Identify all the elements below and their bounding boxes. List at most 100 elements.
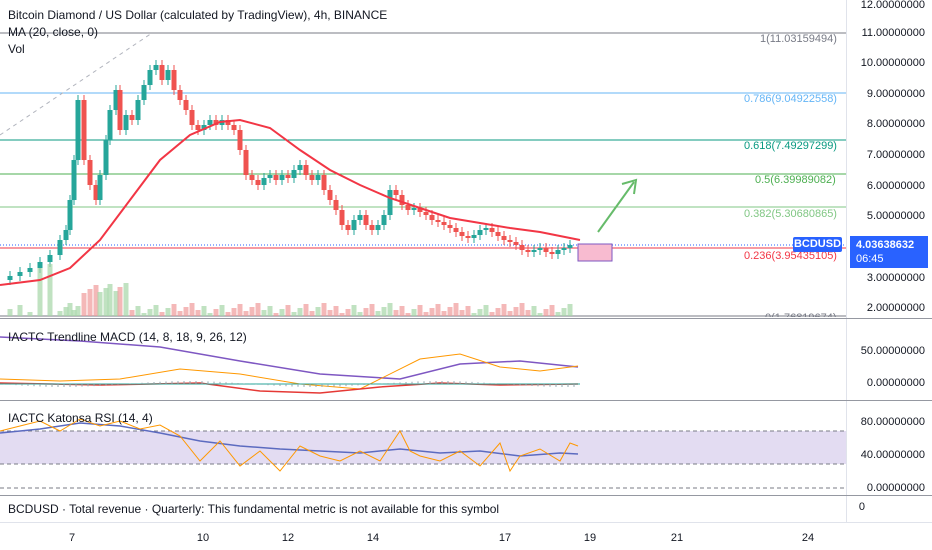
forecast-arrow — [597, 181, 635, 233]
pane-separator[interactable] — [0, 318, 932, 319]
chart-title: Bitcoin Diamond / US Dollar (calculated … — [8, 8, 388, 22]
candle-body — [309, 175, 315, 180]
candle-body — [483, 228, 489, 230]
time-tick: 10 — [196, 532, 210, 544]
volume-bar — [47, 264, 53, 316]
volume-bar — [549, 305, 555, 316]
volume-bar — [423, 312, 429, 316]
forecast-arrow-head — [621, 178, 638, 195]
candle-body — [57, 240, 63, 255]
candle-body — [97, 175, 103, 200]
candle-body — [303, 165, 309, 175]
volume-bar — [543, 309, 549, 316]
volume-bar — [477, 309, 483, 316]
revenue-axis[interactable]: 0 — [846, 496, 932, 522]
candle-body — [447, 225, 453, 228]
time-tick: 17 — [498, 532, 512, 544]
candle-body — [513, 242, 519, 245]
volume-bar — [429, 308, 435, 316]
fib-level-1: 1(11.03159494) — [760, 33, 837, 45]
candle-body — [471, 235, 477, 238]
candle-body — [87, 160, 93, 185]
candle-body — [399, 195, 405, 205]
volume-bar — [87, 289, 93, 316]
volume-bar — [171, 304, 177, 316]
candle-body — [453, 228, 459, 232]
candle-body — [81, 100, 87, 160]
volume-bar — [417, 305, 423, 316]
volume-bar — [249, 307, 255, 316]
volume-bar — [189, 303, 195, 316]
price-chart[interactable] — [0, 0, 846, 318]
fib-level-382: 0.382(5.30680865) — [744, 208, 837, 220]
candle-body — [429, 215, 435, 220]
price-tick: 10.00000000 — [860, 57, 925, 69]
main-price-pane[interactable] — [0, 0, 846, 318]
candle-body — [135, 100, 141, 120]
rsi-legend[interactable]: IACTC Katonsa RSI (14, 4) — [8, 411, 153, 425]
last-price-label: 4.03638632 06:45 — [850, 236, 928, 268]
fib-trendline — [0, 32, 153, 136]
rsi-chart[interactable] — [0, 401, 846, 495]
candle-body — [501, 236, 507, 240]
price-tick: 5.00000000 — [866, 210, 925, 222]
candle-body — [279, 175, 285, 180]
price-axis[interactable]: 12.00000000 11.00000000 10.00000000 9.00… — [846, 0, 932, 318]
volume-legend[interactable]: Vol — [8, 42, 25, 56]
ma-legend[interactable]: MA (20, close, 0) — [8, 25, 99, 39]
volume-bar — [381, 307, 387, 316]
time-axis-border — [0, 522, 932, 523]
pane-separator[interactable] — [0, 495, 932, 496]
candle-body — [297, 165, 303, 170]
macd-axis[interactable]: 50.00000000 0.00000000 — [846, 319, 932, 400]
candle-body — [261, 178, 267, 185]
revenue-legend[interactable]: BCDUSD · Total revenue · Quarterly: This… — [8, 502, 500, 516]
macd-legend[interactable]: IACTC Trendline MACD (14, 8, 18, 9, 26, … — [8, 330, 247, 344]
candle-body — [183, 100, 189, 110]
rsi-axis[interactable]: 80.00000000 40.00000000 0.00000000 — [846, 401, 932, 495]
macd-chart[interactable] — [0, 319, 846, 400]
candle-body — [207, 120, 213, 125]
volume-bar — [339, 313, 345, 316]
rsi-pane[interactable] — [0, 401, 846, 495]
volume-bar — [447, 307, 453, 316]
volume-bar — [231, 308, 237, 316]
volume-bar — [513, 307, 519, 316]
candle-body — [267, 175, 273, 178]
candle-body — [357, 215, 363, 220]
candle-body — [567, 245, 573, 248]
volume-bar — [71, 310, 77, 316]
candle-body — [103, 140, 109, 175]
candle-body — [117, 90, 123, 130]
projection-box — [577, 243, 613, 262]
price-tick: 7.00000000 — [866, 149, 925, 161]
candle-body — [423, 212, 429, 215]
volume-bar — [7, 309, 13, 316]
volume-bar — [213, 309, 219, 316]
volume-bar — [75, 306, 81, 316]
time-tick: 21 — [670, 532, 684, 544]
volume-bar — [519, 303, 525, 316]
volume-bar — [261, 310, 267, 316]
volume-bar — [375, 311, 381, 316]
candle-body — [477, 230, 483, 235]
volume-bar — [291, 312, 297, 316]
candle-body — [147, 70, 153, 85]
price-tick: 6.00000000 — [866, 180, 925, 192]
macd-pane[interactable] — [0, 319, 846, 400]
volume-bar — [459, 310, 465, 316]
volume-bar — [531, 306, 537, 316]
candle-body — [351, 220, 357, 230]
candle-body — [75, 100, 81, 160]
volume-bar — [351, 305, 357, 316]
volume-bar — [435, 304, 441, 316]
rsi-tick: 80.00000000 — [860, 416, 925, 428]
candle-body — [489, 228, 495, 232]
volume-bar — [525, 310, 531, 316]
pane-separator[interactable] — [0, 400, 932, 401]
volume-bar — [255, 303, 261, 316]
candle-body — [243, 150, 249, 175]
volume-bar — [267, 306, 273, 316]
volume-bar — [453, 303, 459, 316]
candle-body — [249, 175, 255, 180]
